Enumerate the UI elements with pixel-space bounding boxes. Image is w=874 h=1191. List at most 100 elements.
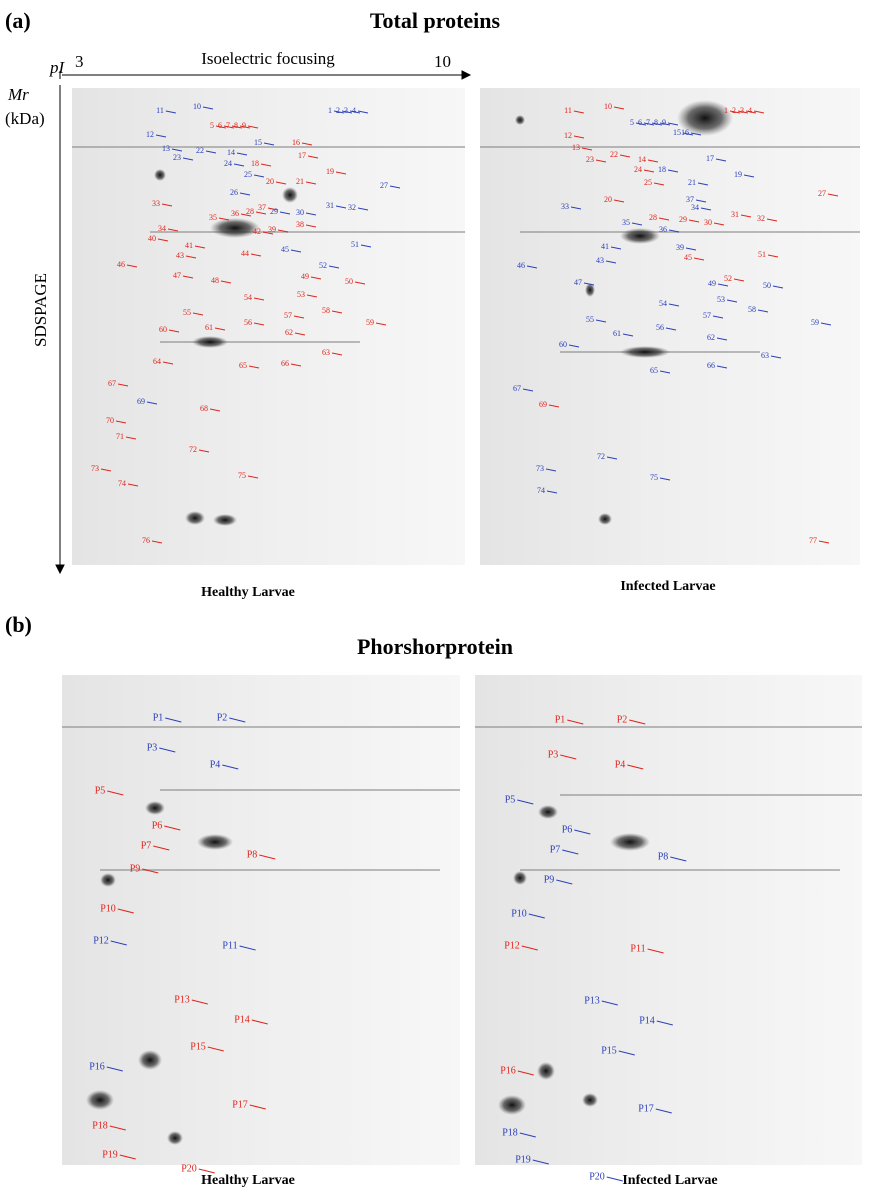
spot-label: P18 <box>502 1127 518 1138</box>
spot-arrow <box>610 246 622 250</box>
spot-label: 65 <box>239 361 247 370</box>
spot-arrow <box>293 315 305 319</box>
spot-label: 36 <box>659 225 667 234</box>
spot-label: P13 <box>584 995 600 1006</box>
gel-caption: Infected Larvae <box>622 1173 717 1188</box>
spot-arrow <box>247 475 259 479</box>
spot-label: 10 <box>193 102 201 111</box>
spot-label: 34 <box>691 203 699 212</box>
spot-label: 41 <box>601 242 609 251</box>
spot-label: 46 <box>117 260 125 269</box>
spot-arrow <box>658 217 670 221</box>
spot-arrow <box>688 219 700 223</box>
spot-label: 61 <box>613 329 621 338</box>
spot-label: 34 <box>158 224 166 233</box>
spot-label: 13 <box>572 143 580 152</box>
spot-arrow <box>357 110 369 114</box>
pi-min: 3 <box>75 52 84 71</box>
spot-arrow <box>202 106 214 110</box>
spot-label: 33 <box>152 199 160 208</box>
spot-arrow <box>218 217 230 221</box>
spot-arrow <box>255 211 267 215</box>
spot-arrow <box>100 468 112 472</box>
spot-arrow <box>757 309 769 313</box>
spot-label: 15 <box>254 138 262 147</box>
spot-label: 57 <box>703 311 711 320</box>
gel-images <box>62 88 862 1165</box>
spot-label: P4 <box>210 759 221 770</box>
spot-arrow <box>126 264 138 268</box>
spot-arrow <box>290 363 302 367</box>
spot-arrow <box>191 999 208 1005</box>
spot-label: 16 <box>681 128 689 137</box>
gel <box>480 88 860 565</box>
spot-label: 33 <box>561 202 569 211</box>
spot-arrow <box>117 908 134 914</box>
spot-label: 22 <box>196 146 204 155</box>
spot-arrow <box>767 254 779 258</box>
spot-label: 39 <box>676 243 684 252</box>
spot-arrow <box>250 253 262 257</box>
spot-arrow <box>567 719 584 725</box>
spot-arrow <box>556 879 573 885</box>
spot-arrow <box>522 388 534 392</box>
spot-label: 62 <box>707 333 715 342</box>
spot-arrow <box>618 1050 635 1056</box>
spot-arrow <box>253 174 265 178</box>
spot-label: P19 <box>515 1154 531 1165</box>
spot-label: 2 <box>336 106 340 115</box>
spot-arrow <box>772 285 784 289</box>
spot-label: 15 <box>673 128 681 137</box>
spot-label: P7 <box>141 840 152 851</box>
spot-arrow <box>521 945 538 951</box>
spot-arrow <box>651 122 663 126</box>
spot-arrow <box>215 125 227 129</box>
spot-arrow <box>306 294 318 298</box>
spot-label: 75 <box>238 471 246 480</box>
spot-label: 32 <box>348 203 356 212</box>
spot-label: P15 <box>601 1045 617 1056</box>
spot-arrow <box>517 1070 534 1076</box>
spot-label: 25 <box>244 170 252 179</box>
spot-label: 39 <box>268 225 276 234</box>
spot-label: 28 <box>246 207 254 216</box>
spot-label: 63 <box>761 351 769 360</box>
spot-arrow <box>248 365 260 369</box>
spot-label: P4 <box>615 759 626 770</box>
spot-arrow <box>305 212 317 216</box>
spot-arrow <box>205 150 217 154</box>
spot-label: 50 <box>763 281 771 290</box>
spot-arrow <box>341 110 353 114</box>
spot-label: 73 <box>536 464 544 473</box>
spot-label: 64 <box>153 357 161 366</box>
spot-arrow <box>716 337 728 341</box>
spot-arrow <box>570 206 582 210</box>
spot-arrow <box>305 224 317 228</box>
spot-label: 30 <box>296 208 304 217</box>
spot-arrow <box>726 299 738 303</box>
spot-arrow <box>546 490 558 494</box>
spot-arrow <box>335 205 347 209</box>
spot-label: 55 <box>183 308 191 317</box>
spot-label: 21 <box>688 178 696 187</box>
spot-arrow <box>310 276 322 280</box>
spot-arrow <box>263 142 275 146</box>
spot-arrow <box>766 218 778 222</box>
spot-arrow <box>643 169 655 173</box>
spot-arrow <box>165 717 182 723</box>
spot-arrow <box>770 355 782 359</box>
spot-arrow <box>737 110 749 114</box>
spot-label: P14 <box>639 1015 655 1026</box>
spot-label: 7 <box>226 121 230 130</box>
spot-label: 16 <box>292 138 300 147</box>
spot-label: P12 <box>504 940 520 951</box>
spot-arrow <box>328 265 340 269</box>
spot-arrow <box>360 244 372 248</box>
spot-arrow <box>106 1066 123 1072</box>
spot-arrow <box>697 182 709 186</box>
spot-label: 63 <box>322 348 330 357</box>
gel-caption: Healthy Larvae <box>201 1173 295 1188</box>
spot-arrow <box>753 110 765 114</box>
spot-arrow <box>712 315 724 319</box>
spot-label: 14 <box>638 155 646 164</box>
